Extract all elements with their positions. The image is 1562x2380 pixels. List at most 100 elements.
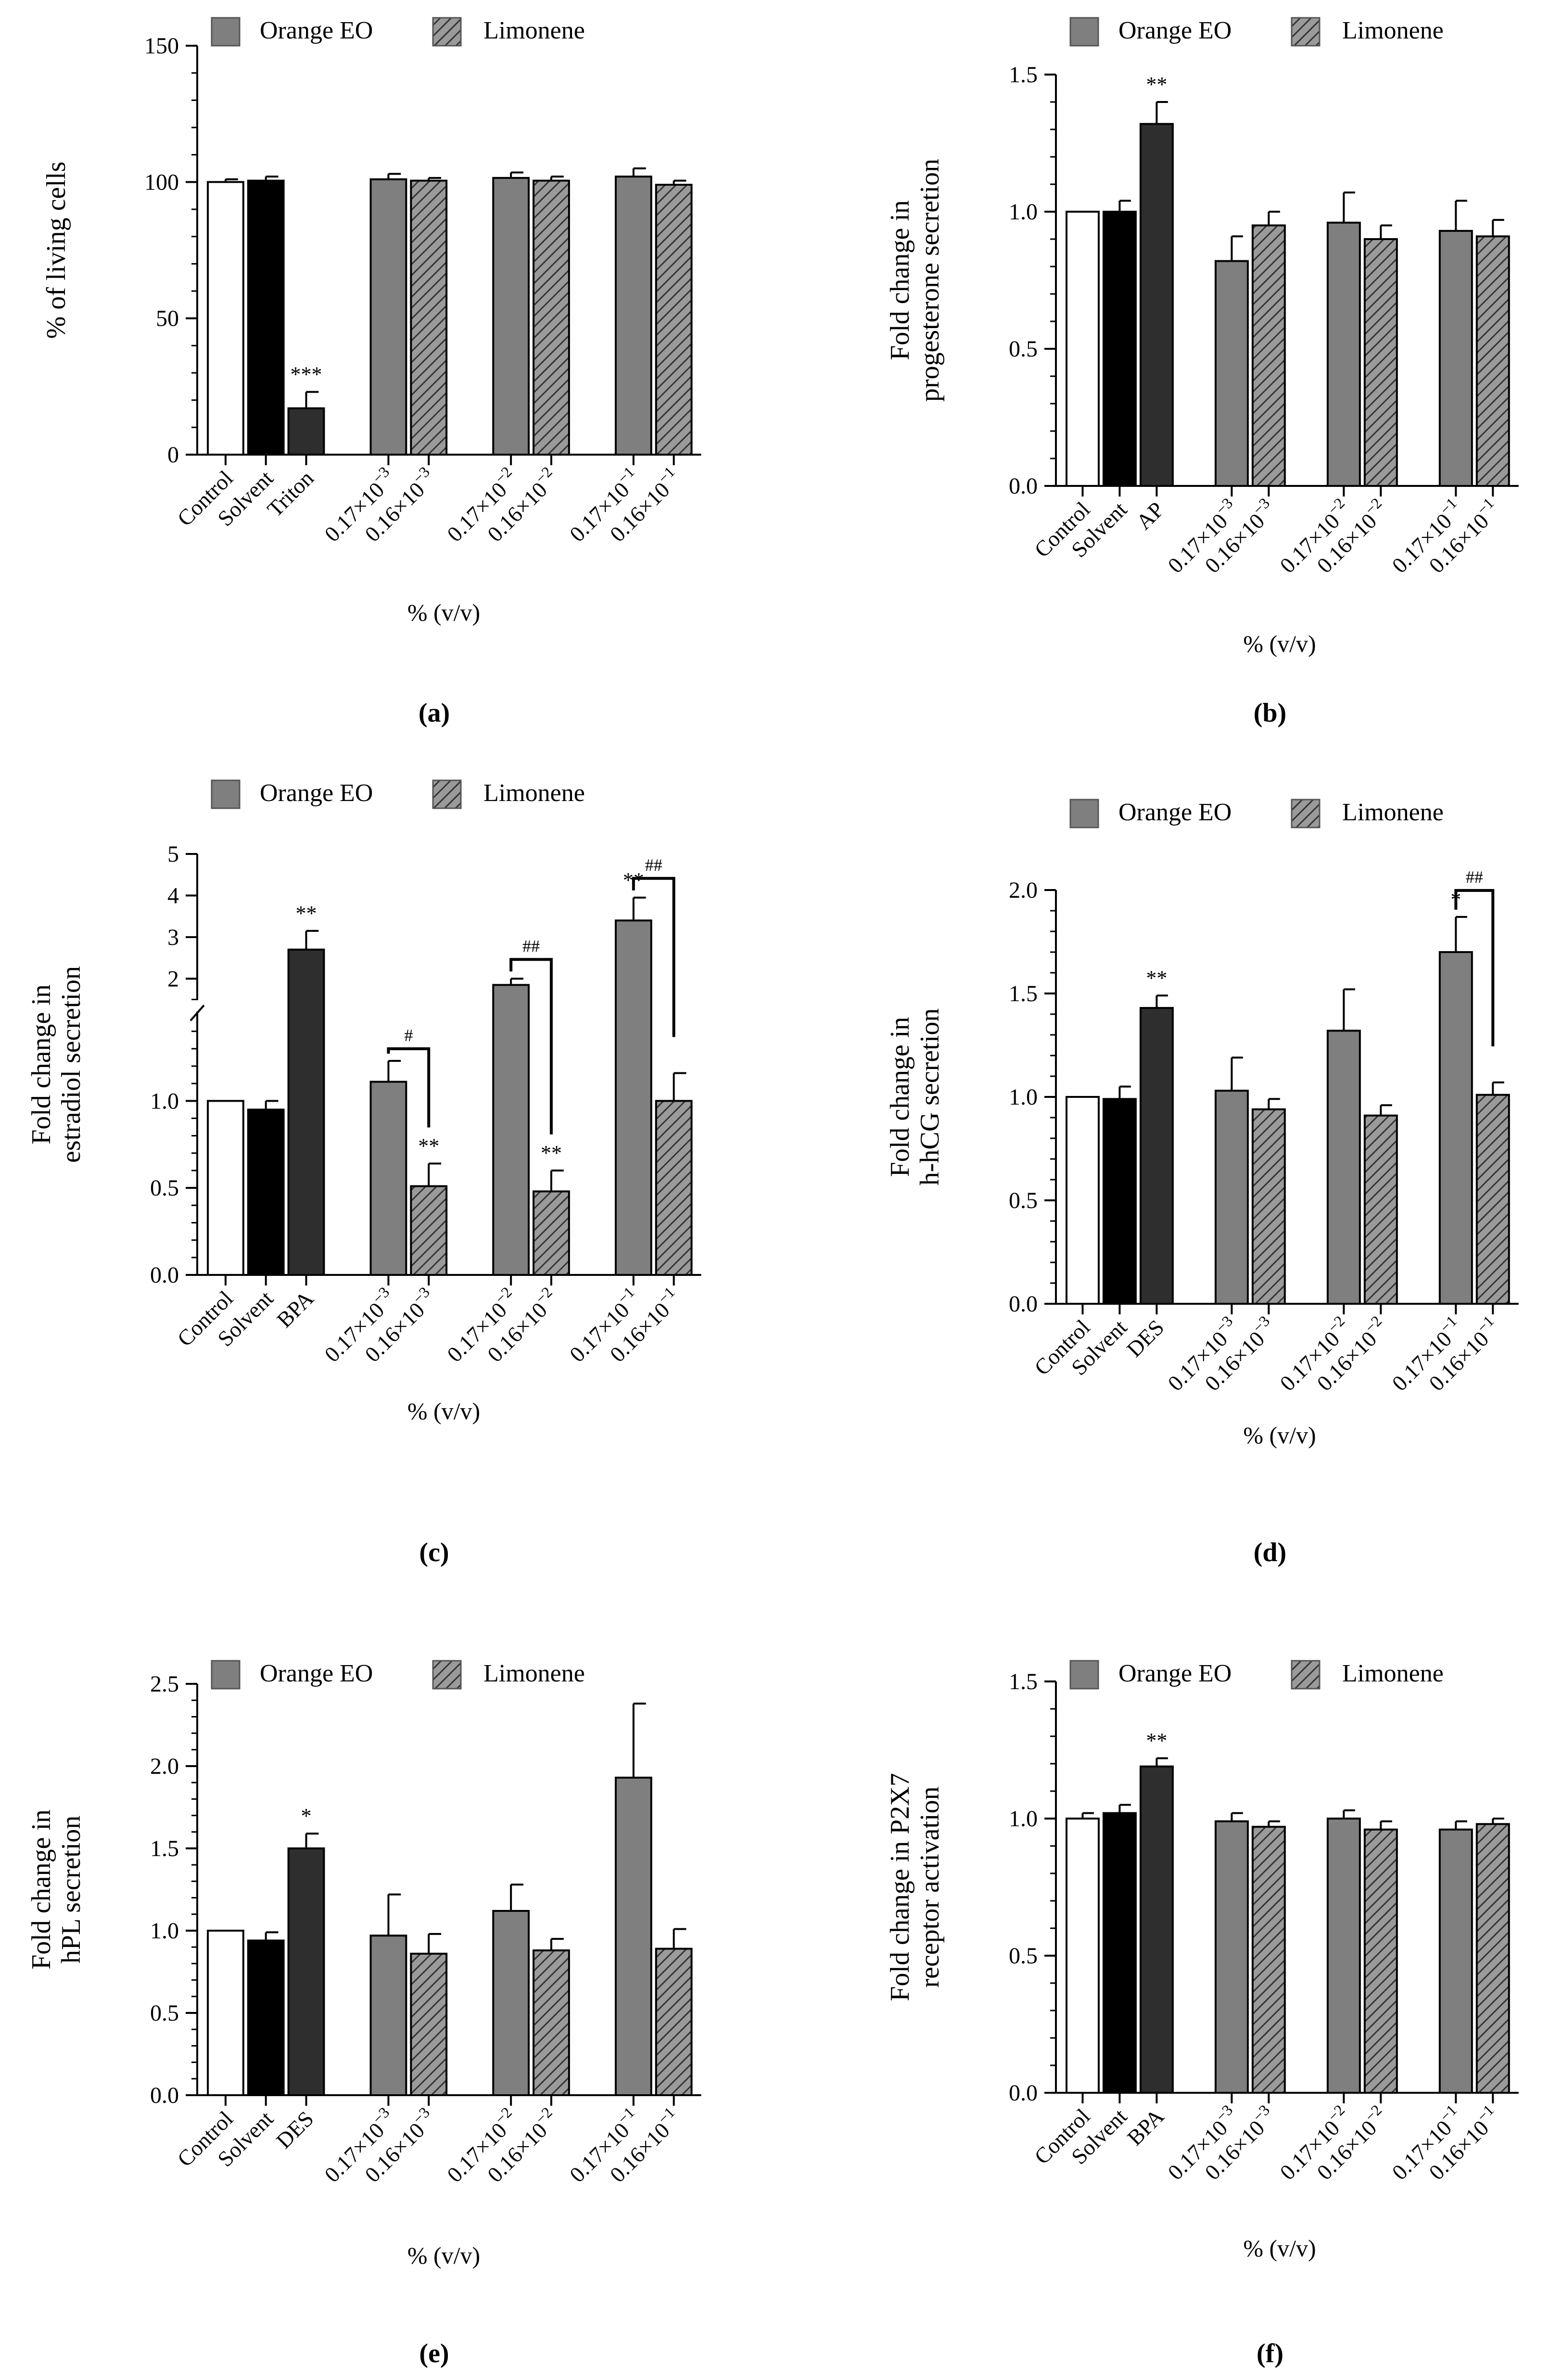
legend-swatch-orange-eo [1069, 1660, 1099, 1690]
legend: Orange EO Limonene [211, 17, 585, 47]
chart-panel-b: 0.0 0.5 1.0 1.5 Fold change in progesterone s… [885, 17, 1519, 728]
bar-7 [614, 1776, 652, 2096]
y-tick-label: 100 [144, 169, 179, 195]
y-axis-label: estradiol secretion [56, 966, 86, 1163]
y-tick-label: 1.5 [150, 1836, 179, 1861]
bar-6 [1363, 238, 1398, 487]
legend: Orange EO Limonene [1069, 17, 1444, 47]
bar-6 [533, 179, 570, 456]
y-axis-label: Fold change in [885, 1017, 915, 1177]
comparison-bracket [632, 877, 675, 1037]
legend-swatch-orange-eo [1069, 17, 1099, 47]
bar-4 [410, 179, 448, 456]
x-tick-label: BPA [272, 1286, 318, 1332]
bar-5 [1326, 1030, 1361, 1305]
x-tick-label-base: BPA [1122, 2104, 1168, 2150]
significance-label: ** [418, 1134, 439, 1158]
legend: Orange EO Limonene [1069, 799, 1444, 828]
x-tick-label-base: AP [1131, 497, 1169, 535]
y-tick-label: 150 [144, 33, 179, 59]
y-tick-label: 0.0 [1009, 1291, 1038, 1317]
y-tick-label: 1.5 [1009, 62, 1038, 88]
bar-0 [1066, 1096, 1100, 1305]
legend-label-limonene: Limonene [1342, 1660, 1444, 1687]
y-tick-label: 50 [156, 306, 179, 331]
bar-2 [1139, 1765, 1174, 2094]
x-axis-label: % (v/v) [1243, 1422, 1316, 1449]
panel-label: (c) [419, 1538, 449, 1567]
bar-7 [1438, 1828, 1473, 2094]
bar-3 [369, 1081, 407, 1276]
legend-label-orange-eo: Orange EO [1118, 799, 1232, 826]
bar-0 [207, 1100, 244, 1276]
bar-6 [1363, 1114, 1398, 1305]
x-axis-label: % (v/v) [1243, 2235, 1316, 2262]
bar-2 [287, 407, 325, 456]
y-axis-label: h-hCG secretion [915, 1008, 945, 1186]
y-tick-label: 1.0 [150, 1918, 179, 1944]
y-tick-label: 3 [167, 925, 179, 950]
legend: Orange EO Limonene [211, 1660, 585, 1690]
legend-label-orange-eo: Orange EO [260, 779, 373, 807]
legend-swatch-limonene [1291, 17, 1321, 47]
significance-label: * [301, 1804, 312, 1828]
bar-8 [655, 184, 693, 456]
x-tick-label-base: DES [1122, 1315, 1169, 1362]
bar-7 [614, 919, 652, 1276]
x-axis-label: % (v/v) [407, 599, 480, 626]
y-axis-label: progesterone secretion [915, 159, 945, 402]
chart-panel-d: 0.0 0.5 1.0 1.5 2.0 Fold change in h-hCG secre… [885, 799, 1519, 1567]
bar-8 [655, 1947, 693, 2097]
y-tick-label: 1.0 [150, 1088, 179, 1114]
panel-label: (e) [419, 2339, 449, 2368]
y-axis-label: Fold change in P2X7 [885, 1773, 915, 2001]
legend-swatch-limonene [1291, 799, 1321, 828]
legend-swatch-limonene [432, 17, 462, 47]
significance-label: ** [1146, 966, 1167, 990]
x-tick-label: BPA [1122, 2104, 1168, 2150]
bar-1 [247, 179, 285, 456]
significance-label: *** [291, 363, 322, 386]
y-tick-label: 1.0 [1009, 1806, 1038, 1832]
significance-label: ** [296, 902, 317, 925]
bar-5 [1326, 221, 1361, 487]
legend-label-limonene: Limonene [483, 1660, 585, 1687]
chart-panel-f: 0.0 0.5 1.0 1.5 Fold change in P2X7 receptor … [885, 1660, 1519, 2368]
y-axis-label: % of living cells [41, 162, 71, 339]
bar-2 [287, 1847, 325, 2096]
x-tick-label-base: Triton [262, 466, 318, 522]
legend-swatch-limonene [432, 1660, 462, 1690]
y-tick-label: 0.0 [150, 1262, 179, 1288]
y-tick-label: 0.0 [150, 2083, 179, 2108]
x-tick-label: AP [1131, 497, 1169, 535]
y-tick-label: 4 [167, 883, 179, 908]
bar-8 [1475, 235, 1510, 487]
comparison-bracket [1454, 889, 1495, 1046]
y-tick-label: 0.5 [1009, 1943, 1038, 1969]
bar-1 [247, 1108, 285, 1276]
y-tick-label: 1.0 [1009, 199, 1038, 225]
x-axis-label: % (v/v) [1243, 630, 1316, 657]
bar-7 [1438, 229, 1473, 487]
y-tick-label: 2.0 [150, 1754, 179, 1779]
bar-0 [207, 1930, 244, 2096]
bar-2 [287, 948, 325, 1276]
bar-4 [1251, 1108, 1286, 1305]
legend-label-orange-eo: Orange EO [260, 17, 373, 44]
bar-6 [1363, 1828, 1398, 2094]
significance-label: ** [541, 1141, 562, 1165]
x-axis-label: % (v/v) [407, 2242, 480, 2269]
x-tick-label: Triton [262, 466, 318, 522]
y-tick-label: 0.5 [1009, 1188, 1038, 1213]
y-tick-label: 1.5 [1009, 981, 1038, 1006]
chart-panel-e: 0.0 0.5 1.0 1.5 2.0 2.5 Fold change in hPL secr… [26, 1660, 701, 2368]
legend-label-orange-eo: Orange EO [260, 1660, 373, 1687]
y-axis-label: Fold change in [26, 1809, 56, 1970]
x-tick-label-base: BPA [272, 1286, 318, 1332]
panel-label: (d) [1254, 1538, 1286, 1567]
x-tick-label: DES [271, 2106, 318, 2153]
axis-break-mark [190, 1005, 205, 1021]
legend-label-orange-eo: Orange EO [1118, 1660, 1232, 1687]
bar-1 [1102, 1098, 1137, 1305]
